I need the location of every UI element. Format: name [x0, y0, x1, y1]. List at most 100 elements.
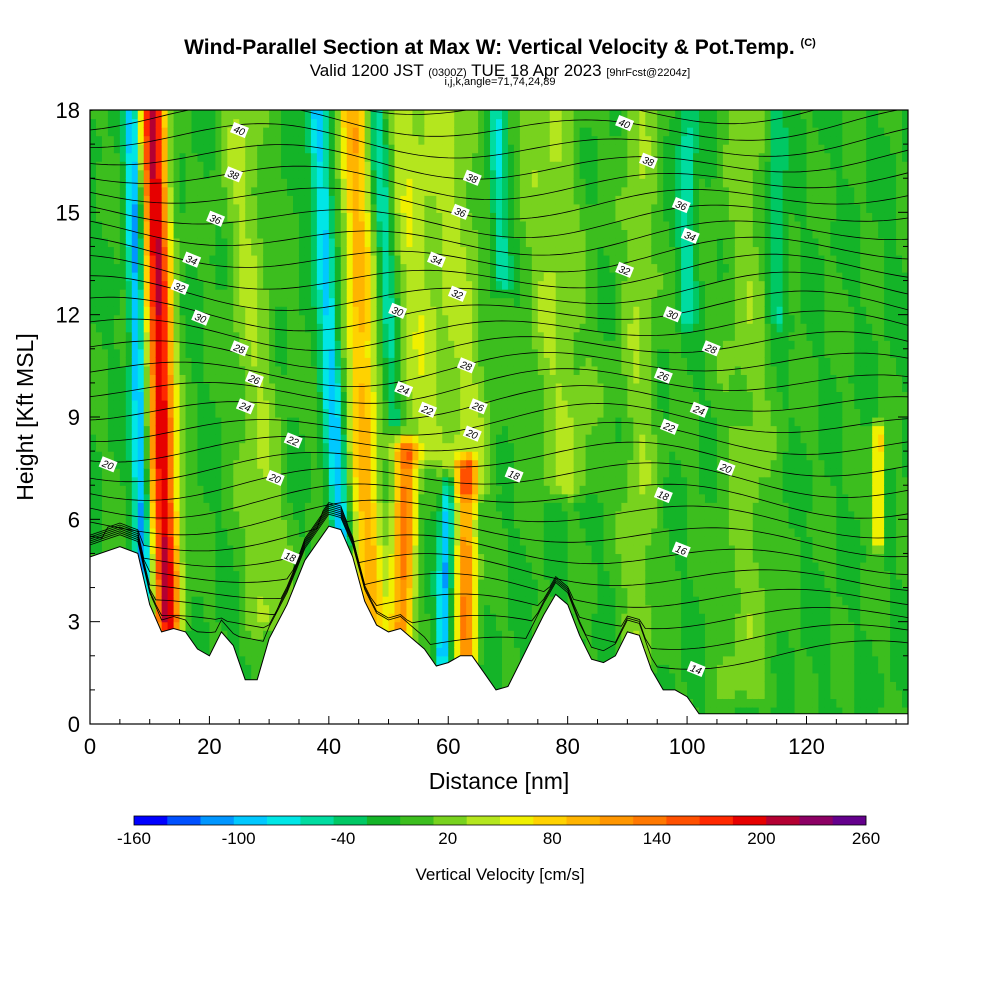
velocity-cell: [203, 408, 211, 418]
velocity-cell: [269, 374, 276, 384]
velocity-cell: [478, 365, 485, 375]
velocity-cell: [346, 442, 354, 452]
velocity-cell: [197, 638, 205, 648]
velocity-cell: [478, 212, 485, 222]
velocity-cell: [263, 425, 270, 435]
velocity-cell: [119, 391, 127, 401]
velocity-cell: [310, 493, 318, 503]
velocity-cell: [298, 536, 306, 546]
velocity-cell: [334, 476, 342, 486]
velocity-cell: [490, 425, 497, 435]
velocity-cell: [316, 459, 324, 469]
velocity-cell: [215, 604, 222, 614]
velocity-cell: [125, 212, 133, 222]
velocity-cell: [370, 340, 378, 350]
velocity-cell: [310, 434, 318, 444]
velocity-cell: [501, 587, 509, 597]
velocity-cell: [293, 493, 300, 503]
velocity-cell: [179, 621, 187, 631]
velocity-cell: [436, 229, 443, 239]
velocity-cell: [257, 596, 264, 606]
velocity-cell: [239, 246, 246, 256]
velocity-cell: [376, 237, 384, 248]
velocity-cell: [107, 485, 115, 495]
velocity-cell: [316, 510, 324, 520]
velocity-cell: [424, 382, 431, 393]
velocity-cell: [340, 195, 348, 205]
velocity-cell: [197, 502, 205, 512]
velocity-cell: [466, 604, 473, 614]
velocity-cell: [179, 544, 187, 555]
velocity-cell: [119, 212, 127, 222]
velocity-cell: [90, 519, 97, 529]
velocity-cell: [382, 357, 390, 367]
velocity-cell: [179, 485, 187, 495]
velocity-cell: [460, 553, 467, 563]
velocity-cell: [107, 382, 115, 393]
velocity-cell: [161, 451, 169, 461]
velocity-cell: [364, 178, 372, 188]
velocity-cell: [346, 374, 354, 384]
velocity-cell: [310, 340, 318, 350]
velocity-cell: [191, 110, 199, 120]
velocity-cell: [394, 468, 402, 478]
velocity-cell: [251, 536, 258, 546]
velocity-cell: [161, 613, 169, 623]
velocity-cell: [322, 144, 330, 154]
velocity-cell: [334, 417, 342, 427]
velocity-cell: [388, 374, 396, 384]
velocity-cell: [430, 340, 437, 350]
velocity-cell: [418, 587, 425, 597]
velocity-cell: [179, 152, 187, 162]
velocity-cell: [287, 118, 294, 128]
velocity-cell: [239, 604, 246, 614]
velocity-cell: [418, 536, 425, 546]
velocity-cell: [472, 280, 479, 290]
velocity-cell: [137, 382, 145, 393]
velocity-cell: [107, 468, 115, 478]
velocity-cell: [197, 630, 205, 640]
velocity-cell: [263, 186, 270, 196]
velocity-cell: [239, 186, 246, 196]
velocity-cell: [293, 451, 300, 461]
velocity-cell: [287, 561, 294, 572]
velocity-cell: [251, 442, 258, 452]
velocity-cell: [227, 382, 234, 393]
velocity-cell: [131, 348, 139, 358]
velocity-cell: [298, 178, 306, 188]
velocity-cell: [448, 502, 455, 512]
velocity-cell: [257, 246, 264, 256]
velocity-cell: [442, 417, 449, 427]
velocity-cell: [436, 365, 443, 375]
velocity-cell: [340, 289, 348, 299]
velocity-cell: [394, 127, 402, 137]
velocity-cell: [304, 357, 312, 367]
velocity-cell: [125, 144, 133, 154]
velocity-cell: [388, 417, 396, 427]
velocity-cell: [370, 408, 378, 418]
velocity-cell: [90, 331, 97, 341]
velocity-cell: [496, 289, 503, 299]
velocity-cell: [221, 289, 228, 299]
velocity-cell: [466, 306, 473, 316]
velocity-cell: [418, 544, 425, 555]
velocity-cell: [352, 263, 360, 273]
velocity-cell: [424, 127, 431, 137]
velocity-cell: [466, 417, 473, 427]
velocity-cell: [149, 459, 157, 469]
velocity-cell: [370, 502, 378, 512]
velocity-cell: [358, 340, 366, 350]
velocity-cell: [101, 348, 109, 358]
velocity-cell: [221, 161, 228, 171]
velocity-cell: [412, 348, 419, 358]
velocity-cell: [191, 442, 199, 452]
velocity-cell: [281, 135, 288, 145]
velocity-cell: [251, 110, 258, 120]
velocity-cell: [191, 118, 199, 128]
velocity-cell: [269, 527, 276, 537]
velocity-cell: [310, 272, 318, 282]
velocity-cell: [179, 561, 187, 572]
velocity-cell: [466, 493, 473, 503]
velocity-cell: [328, 468, 336, 478]
